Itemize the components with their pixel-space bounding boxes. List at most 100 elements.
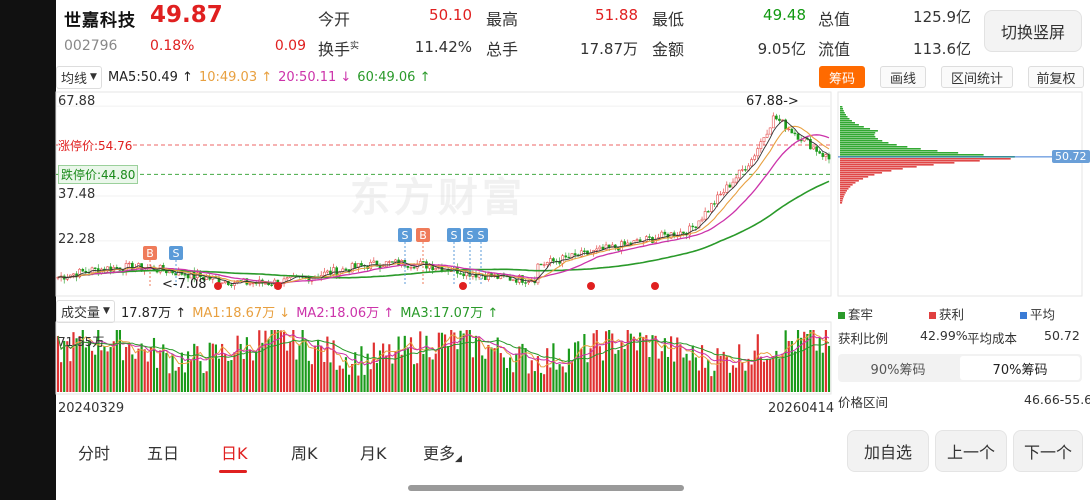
volume-bar: [818, 337, 821, 392]
volume-bar: [248, 350, 252, 392]
candle-body: [527, 281, 530, 283]
candle-body: [768, 127, 772, 135]
volume-bar: [611, 333, 614, 392]
open-label: 今开: [318, 10, 351, 29]
volume-bar: [574, 342, 577, 392]
draw-line-button[interactable]: 画线: [880, 66, 926, 88]
tab-90-chips[interactable]: 90%筹码: [870, 362, 926, 378]
volume-bar: [608, 330, 611, 392]
candle-body: [406, 265, 410, 268]
previous-button[interactable]: 上一个: [935, 430, 1007, 472]
candle-body: [93, 267, 97, 269]
volume-selector[interactable]: 成交量 ▼: [56, 299, 115, 323]
volume-bar: [217, 358, 221, 392]
volume-bar: [159, 350, 162, 392]
ma-selector[interactable]: 均线 ▼: [56, 65, 102, 89]
chip-bar: [840, 126, 864, 128]
switch-portrait-button[interactable]: 切换竖屏: [984, 10, 1082, 52]
candle-body: [539, 263, 543, 266]
volume-bar: [601, 360, 605, 392]
add-watchlist-button[interactable]: 加自选: [847, 430, 929, 472]
volume-bar: [543, 374, 546, 392]
volume-bar: [233, 352, 236, 392]
corner-triangle-icon: ◢: [455, 454, 462, 464]
volume-pane: [55, 321, 832, 395]
marker-letter: S: [478, 229, 485, 242]
chip-bar: [840, 152, 959, 154]
volume-bar: [341, 368, 344, 392]
volume-bar: [258, 330, 261, 392]
price-range-label: 价格区间: [838, 395, 889, 410]
volume-bar: [558, 364, 561, 392]
tab-daily-k[interactable]: 日K: [221, 444, 248, 463]
tab-intraday[interactable]: 分时: [78, 444, 111, 463]
volume-bar: [137, 348, 140, 392]
volume-bar: [561, 366, 564, 392]
candle-body: [412, 267, 416, 269]
chip-avg-badge: 50.72: [1052, 149, 1090, 163]
chip-bar: [840, 144, 897, 146]
volume-bar: [827, 345, 831, 392]
next-button[interactable]: 下一个: [1013, 430, 1083, 472]
vol-ma3-value: MA3:17.07万 ↑: [400, 305, 499, 321]
volume-bar: [459, 330, 462, 392]
volume-bar: [762, 361, 766, 392]
volume-bar: [403, 335, 406, 392]
volume-bar: [521, 343, 524, 392]
candle-body: [409, 267, 413, 269]
volume-bar: [456, 349, 459, 392]
volume-bar: [481, 355, 484, 392]
chip-bar: [840, 172, 883, 174]
candle-body: [815, 146, 818, 152]
volume-bar: [657, 358, 660, 392]
tab-70-chips[interactable]: 70%筹码: [960, 356, 1080, 380]
chips-button[interactable]: 筹码: [819, 66, 865, 88]
volume-bar: [78, 336, 81, 392]
stock-price: 49.87: [150, 2, 223, 28]
volume-bar: [239, 343, 242, 392]
low-label: 最低: [652, 10, 685, 29]
candle-body: [248, 283, 252, 285]
volume-bar: [211, 343, 214, 392]
volume-bar: [710, 376, 713, 392]
volume-bar: [567, 348, 570, 392]
volume-bar: [713, 370, 716, 392]
candle-body: [81, 268, 85, 272]
volume-bar: [502, 357, 505, 392]
marker-letter: S: [173, 247, 180, 260]
volume-bar: [617, 350, 620, 392]
candle-body: [474, 273, 478, 278]
tab-weekly-k[interactable]: 周K: [291, 444, 318, 463]
sell-marker-icon: [398, 228, 412, 242]
high-annotation: 67.88->: [746, 94, 799, 109]
volume-bar: [242, 358, 245, 392]
chip-bar: [840, 166, 917, 168]
price-pane: B SS B S S S: [55, 91, 832, 297]
chip-bar: [840, 136, 876, 138]
axis-label-mid: 37.48: [58, 187, 96, 202]
volume-bar: [809, 330, 812, 392]
sell-marker-icon: [463, 228, 477, 242]
tab-five-day[interactable]: 五日: [147, 444, 180, 463]
forward-adjust-button[interactable]: 前复权: [1028, 66, 1084, 88]
volume-bar: [595, 330, 598, 392]
marker-letter: S: [467, 229, 474, 242]
tab-more[interactable]: 更多◢: [423, 444, 462, 464]
sell-marker-icon: [447, 228, 461, 242]
kline-chart[interactable]: B SS B S S S: [0, 90, 1090, 410]
marker-letter: S: [402, 229, 409, 242]
volume-bar: [332, 340, 335, 392]
volume-bar: [564, 372, 567, 392]
range-stats-button[interactable]: 区间统计: [941, 66, 1013, 88]
sell-marker-icon: [169, 246, 183, 260]
volume-bar: [651, 335, 654, 392]
candle-body: [579, 250, 583, 257]
volume-bar: [419, 331, 422, 392]
volume-bar: [289, 341, 292, 392]
tab-monthly-k[interactable]: 月K: [360, 444, 387, 463]
chip-legend: 套牢 获利 平均: [838, 304, 1055, 323]
volume-bar: [165, 353, 168, 392]
chip-bar: [840, 158, 1011, 160]
volume-bar: [422, 353, 425, 392]
volume-bar: [642, 336, 645, 392]
